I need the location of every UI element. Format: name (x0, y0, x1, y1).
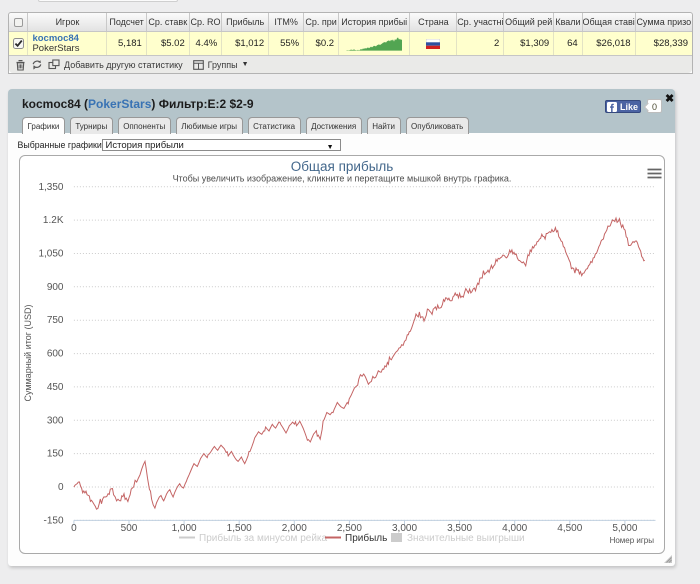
svg-text:900: 900 (47, 281, 64, 292)
svg-text:Суммарный итог (USD): Суммарный итог (USD) (23, 304, 33, 401)
svg-text:1.2K: 1.2K (43, 215, 64, 226)
svg-text:Прибыль за минусом рейка: Прибыль за минусом рейка (199, 532, 328, 544)
svg-text:Общая прибыль: Общая прибыль (291, 159, 394, 174)
svg-text:3,000: 3,000 (392, 523, 417, 534)
svg-text:Прибыль: Прибыль (345, 532, 387, 544)
svg-text:3,500: 3,500 (447, 523, 472, 534)
svg-text:4,000: 4,000 (502, 523, 527, 534)
svg-text:450: 450 (47, 381, 64, 392)
svg-text:0: 0 (58, 482, 64, 493)
svg-text:1,000: 1,000 (172, 523, 197, 534)
svg-text:1,500: 1,500 (227, 523, 252, 534)
svg-text:1,050: 1,050 (38, 248, 63, 259)
svg-text:Чтобы увеличить изображение, к: Чтобы увеличить изображение, кликните и … (173, 173, 512, 183)
svg-text:600: 600 (47, 348, 64, 359)
svg-text:5,000: 5,000 (612, 523, 637, 534)
svg-text:750: 750 (47, 315, 64, 326)
svg-text:2,500: 2,500 (337, 523, 362, 534)
svg-text:2,000: 2,000 (282, 523, 307, 534)
svg-text:0: 0 (71, 523, 77, 534)
svg-text:500: 500 (121, 523, 138, 534)
svg-text:4,500: 4,500 (557, 523, 582, 534)
svg-text:1,350: 1,350 (38, 181, 63, 192)
svg-text:Значительные выигрыши: Значительные выигрыши (407, 533, 525, 544)
svg-text:-150: -150 (43, 515, 63, 526)
svg-text:150: 150 (47, 448, 64, 459)
svg-text:300: 300 (47, 415, 64, 426)
svg-text:Номер игры: Номер игры (610, 536, 655, 545)
